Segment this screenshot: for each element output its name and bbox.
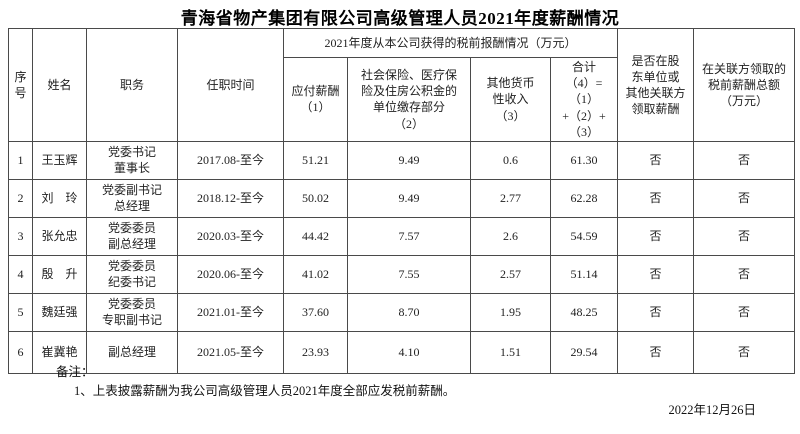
document-date: 2022年12月26日 [668,403,756,417]
cell-no: 1 [8,140,33,180]
cell-position: 党委书记 董事长 [86,140,178,180]
cell-social: 4.10 [347,330,471,374]
header-related-total: 在关联方领取的 税前薪酬总额 （万元） [693,28,796,142]
cell-payable: 37.60 [283,292,348,332]
cell-other: 1.95 [470,292,551,332]
cell-payable: 50.02 [283,178,348,218]
cell-related_total: 否 [693,330,796,374]
cell-tenure: 2021.01-至今 [177,292,284,332]
note-item: 1、上表披露薪酬为我公司高级管理人员2021年度全部应发税前薪酬。 [74,383,456,398]
cell-name: 王玉辉 [32,140,87,180]
cell-related: 否 [617,178,695,218]
cell-related: 否 [617,140,695,180]
header-tenure: 任职时间 [177,28,284,142]
cell-name: 张允忠 [32,216,87,256]
cell-related: 否 [617,330,695,374]
cell-name: 殷 升 [32,254,87,294]
cell-tenure: 2020.06-至今 [177,254,284,294]
cell-related: 否 [617,254,695,294]
cell-no: 5 [8,292,33,332]
cell-total: 51.14 [549,254,619,294]
cell-social: 9.49 [347,178,471,218]
cell-total: 61.30 [549,140,619,180]
cell-related_total: 否 [693,254,796,294]
table-row: 1 王玉辉 党委书记 董事长 2017.08-至今 51.21 9.49 0.6 61.30 否… [8,140,796,180]
cell-tenure: 2018.12-至今 [177,178,284,218]
cell-position: 党委委员 专职副书记 [86,292,178,332]
header-total: 合计 （4）=（1） +（2）+ （3） [549,57,619,142]
cell-name: 刘 玲 [32,178,87,218]
cell-tenure: 2017.08-至今 [177,140,284,180]
cell-no: 6 [8,330,33,374]
cell-related: 否 [617,292,695,332]
cell-total: 62.28 [549,178,619,218]
header-other-income: 其他货币 性收入 （3） [470,57,551,142]
cell-total: 29.54 [549,330,619,374]
cell-related_total: 否 [693,140,796,180]
salary-table: 序 号 姓名 职务 任职时间 2021年度从本公司获得的税前报酬情况（万元） 是… [8,28,796,374]
cell-position: 党委副书记 总经理 [86,178,178,218]
cell-related_total: 否 [693,216,796,256]
cell-other: 2.77 [470,178,551,218]
cell-other: 2.6 [470,216,551,256]
cell-total: 48.25 [549,292,619,332]
cell-total: 54.59 [549,216,619,256]
header-name: 姓名 [32,28,87,142]
page-title: 青海省物产集团有限公司高级管理人员2021年度薪酬情况 [180,9,620,28]
header-position: 职务 [86,28,178,142]
table-header: 序 号 姓名 职务 任职时间 2021年度从本公司获得的税前报酬情况（万元） 是… [8,28,796,142]
notes-label: 备注： [56,365,94,379]
cell-social: 7.57 [347,216,471,256]
cell-tenure: 2020.03-至今 [177,216,284,256]
cell-other: 0.6 [470,140,551,180]
cell-payable: 23.93 [283,330,348,374]
cell-related_total: 否 [693,178,796,218]
cell-payable: 41.02 [283,254,348,294]
cell-related_total: 否 [693,292,796,332]
cell-social: 8.70 [347,292,471,332]
cell-position: 党委委员 纪委书记 [86,254,178,294]
header-payable: 应付薪酬 （1） [283,57,348,142]
table-body: 1 王玉辉 党委书记 董事长 2017.08-至今 51.21 9.49 0.6 61.30 否… [8,140,796,374]
cell-other: 1.51 [470,330,551,374]
cell-payable: 44.42 [283,216,348,256]
table-row: 5 魏廷强 党委委员 专职副书记 2021.01-至今 37.60 8.70 1.95 48.… [8,292,796,332]
table-row: 3 张允忠 党委委员 副总经理 2020.03-至今 44.42 7.57 2.6 54.59… [8,216,796,256]
header-social-insurance: 社会保险、医疗保 险及住房公积金的 单位缴存部分 （2） [347,57,471,142]
table-row: 6 崔冀艳 副总经理 2021.05-至今 23.93 4.10 1.51 29.54 否否 [8,330,796,374]
header-related-party: 是否在股 东单位或 其他关联方 领取薪酬 [617,28,695,142]
cell-no: 4 [8,254,33,294]
cell-position: 党委委员 副总经理 [86,216,178,256]
cell-no: 2 [8,178,33,218]
cell-social: 7.55 [347,254,471,294]
header-compensation-group: 2021年度从本公司获得的税前报酬情况（万元） [282,28,619,58]
header-index: 序 号 [8,28,33,142]
notes-section: 备注： 1、上表披露薪酬为我公司高级管理人员2021年度全部应发税前薪酬。 [0,363,800,401]
cell-social: 9.49 [347,140,471,180]
cell-tenure: 2021.05-至今 [177,330,284,374]
cell-payable: 51.21 [283,140,348,180]
cell-no: 3 [8,216,33,256]
cell-other: 2.57 [470,254,551,294]
cell-related: 否 [617,216,695,256]
cell-name: 魏廷强 [32,292,87,332]
